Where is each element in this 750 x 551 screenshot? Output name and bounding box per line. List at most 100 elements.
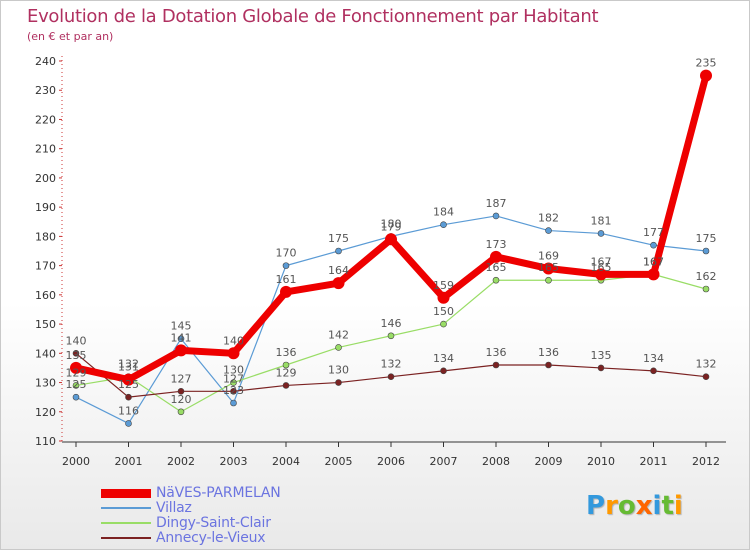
legend-label: Dingy-Saint-Clair <box>156 515 271 531</box>
logo-letter: P <box>586 491 606 521</box>
y-tick-label: 230 <box>35 84 56 97</box>
x-tick-label: 2012 <box>692 455 720 468</box>
data-point <box>545 227 552 234</box>
y-tick-label: 130 <box>35 377 56 390</box>
data-label: 132 <box>696 358 717 371</box>
data-label: 134 <box>643 352 664 365</box>
data-point <box>492 212 500 220</box>
y-tick-label: 220 <box>35 113 56 126</box>
data-point <box>702 285 710 293</box>
x-tick-label: 2010 <box>587 455 615 468</box>
y-tick-label: 210 <box>35 143 56 156</box>
data-label: 129 <box>66 366 87 379</box>
data-label: 175 <box>696 232 717 245</box>
chart-title: Evolution de la Dotation Globale de Fonc… <box>27 6 599 27</box>
data-point <box>542 262 555 275</box>
data-label: 162 <box>696 270 717 283</box>
data-point <box>545 361 552 369</box>
logo-letter: o <box>617 491 636 521</box>
x-tick-label: 2009 <box>535 455 563 468</box>
x-tick-label: 2006 <box>377 455 405 468</box>
data-label: 169 <box>538 250 559 263</box>
y-tick-label: 180 <box>35 230 56 243</box>
data-point <box>700 69 712 82</box>
data-point <box>440 320 447 328</box>
y-tick-label: 150 <box>35 318 56 331</box>
data-point <box>230 399 237 407</box>
data-label: 127 <box>171 372 192 385</box>
data-point <box>702 247 710 255</box>
data-label: 187 <box>486 197 507 210</box>
logo-letter: r <box>605 491 618 521</box>
y-tick-label: 140 <box>35 347 56 360</box>
data-point <box>597 230 605 237</box>
data-point <box>72 382 80 389</box>
data-point <box>702 373 710 380</box>
data-label: 165 <box>538 261 559 274</box>
y-tick-label: 190 <box>35 201 56 214</box>
chart-subtitle: (en € et par an) <box>27 30 114 43</box>
data-point <box>282 382 290 389</box>
x-tick-label: 2001 <box>115 455 143 468</box>
data-label: 132 <box>118 358 139 371</box>
data-label: 140 <box>223 334 244 347</box>
data-label: 136 <box>276 346 297 359</box>
data-label: 145 <box>171 320 192 333</box>
data-label: 175 <box>328 232 349 245</box>
data-point <box>177 388 185 395</box>
data-label: 159 <box>433 279 454 292</box>
x-tick-label: 2002 <box>167 455 195 468</box>
data-label: 165 <box>486 261 507 274</box>
data-label: 123 <box>223 384 244 397</box>
data-point <box>440 221 447 228</box>
data-point <box>335 379 342 386</box>
x-tick-label: 2003 <box>220 455 248 468</box>
logo-letter: t <box>661 491 674 521</box>
legend-swatch <box>101 507 151 509</box>
data-point <box>72 350 80 357</box>
logo-letter: i <box>652 491 662 521</box>
data-label: 135 <box>591 349 612 362</box>
legend-label: NäVES-PARMELAN <box>156 485 281 501</box>
data-label: 182 <box>538 212 559 225</box>
data-label: 167 <box>643 255 664 268</box>
data-label: 146 <box>381 317 402 330</box>
data-label: 141 <box>171 331 192 344</box>
data-point <box>490 250 502 263</box>
data-point <box>385 233 397 246</box>
data-label: 132 <box>381 358 402 371</box>
data-label: 125 <box>66 378 87 391</box>
data-point <box>597 364 605 372</box>
data-point <box>125 420 132 427</box>
y-tick-label: 110 <box>35 435 56 448</box>
y-tick-label: 170 <box>35 260 56 273</box>
logo-letter: i <box>673 491 683 521</box>
legend-swatch <box>101 537 151 539</box>
x-tick-label: 2007 <box>430 455 458 468</box>
y-tick-label: 240 <box>35 55 56 68</box>
x-tick-label: 2000 <box>62 455 90 468</box>
data-label: 184 <box>433 206 454 219</box>
data-point <box>387 373 395 380</box>
data-label: 142 <box>328 328 349 341</box>
data-point <box>230 388 237 395</box>
legend-swatch <box>101 488 151 498</box>
data-point <box>492 276 500 284</box>
data-label: 116 <box>118 404 139 417</box>
data-label: 134 <box>433 352 454 365</box>
data-point <box>70 361 82 374</box>
x-tick-label: 2005 <box>325 455 353 468</box>
y-tick-label: 120 <box>35 406 56 419</box>
data-label: 135 <box>66 349 87 362</box>
data-point <box>282 262 290 269</box>
data-point <box>230 379 237 386</box>
data-label: 181 <box>591 214 612 227</box>
data-point <box>175 344 187 357</box>
y-tick-label: 200 <box>35 172 56 185</box>
x-tick-label: 2008 <box>482 455 510 468</box>
data-label: 167 <box>591 255 612 268</box>
x-tick-label: 2011 <box>640 455 668 468</box>
y-tick-label: 160 <box>35 289 56 302</box>
logo-letter: x <box>635 491 653 521</box>
